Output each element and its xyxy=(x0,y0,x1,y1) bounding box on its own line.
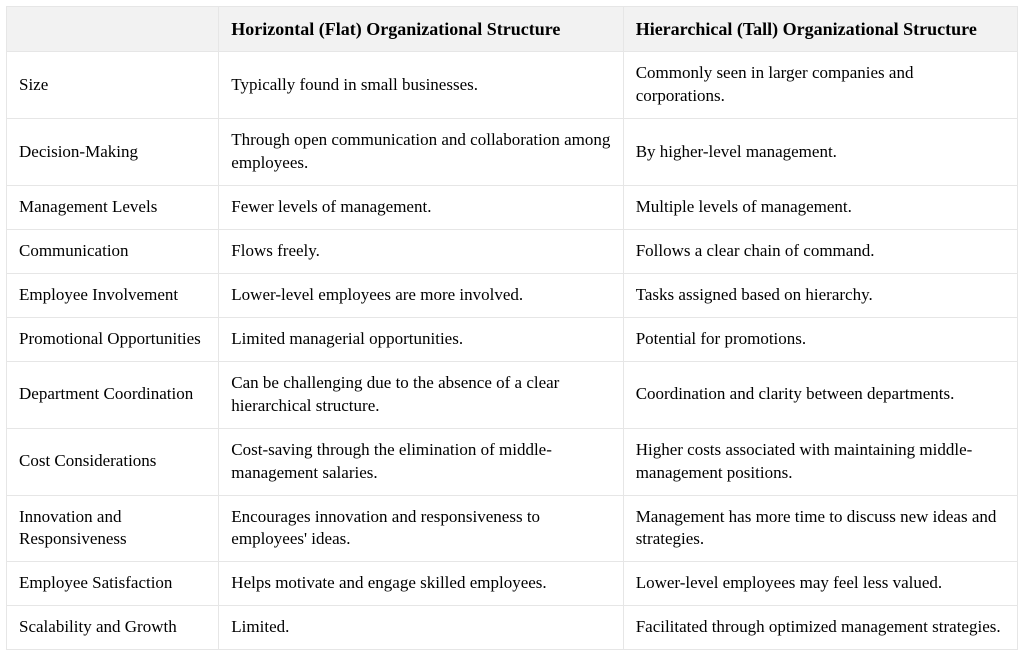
row-horizontal-value: Limited managerial opportunities. xyxy=(219,317,623,361)
row-hierarchical-value: By higher-level management. xyxy=(623,119,1017,186)
table-body: SizeTypically found in small businesses.… xyxy=(7,52,1018,650)
row-hierarchical-value: Potential for promotions. xyxy=(623,317,1017,361)
row-attribute: Employee Involvement xyxy=(7,273,219,317)
row-horizontal-value: Helps motivate and engage skilled employ… xyxy=(219,562,623,606)
row-hierarchical-value: Management has more time to discuss new … xyxy=(623,495,1017,562)
row-horizontal-value: Can be challenging due to the absence of… xyxy=(219,361,623,428)
row-horizontal-value: Limited. xyxy=(219,606,623,650)
row-hierarchical-value: Tasks assigned based on hierarchy. xyxy=(623,273,1017,317)
row-hierarchical-value: Facilitated through optimized management… xyxy=(623,606,1017,650)
table-row: CommunicationFlows freely.Follows a clea… xyxy=(7,229,1018,273)
comparison-table: Horizontal (Flat) Organizational Structu… xyxy=(6,6,1018,650)
table-row: SizeTypically found in small businesses.… xyxy=(7,52,1018,119)
row-horizontal-value: Through open communication and collabora… xyxy=(219,119,623,186)
row-attribute: Employee Satisfaction xyxy=(7,562,219,606)
row-attribute: Communication xyxy=(7,229,219,273)
table-row: Management LevelsFewer levels of managem… xyxy=(7,186,1018,230)
row-horizontal-value: Lower-level employees are more involved. xyxy=(219,273,623,317)
column-header-attribute xyxy=(7,7,219,52)
row-hierarchical-value: Multiple levels of management. xyxy=(623,186,1017,230)
table-header: Horizontal (Flat) Organizational Structu… xyxy=(7,7,1018,52)
row-hierarchical-value: Lower-level employees may feel less valu… xyxy=(623,562,1017,606)
column-header-hierarchical: Hierarchical (Tall) Organizational Struc… xyxy=(623,7,1017,52)
row-attribute: Management Levels xyxy=(7,186,219,230)
row-attribute: Innovation and Responsiveness xyxy=(7,495,219,562)
table-row: Department CoordinationCan be challengin… xyxy=(7,361,1018,428)
row-horizontal-value: Flows freely. xyxy=(219,229,623,273)
row-attribute: Decision-Making xyxy=(7,119,219,186)
table-row: Innovation and ResponsivenessEncourages … xyxy=(7,495,1018,562)
row-hierarchical-value: Higher costs associated with maintaining… xyxy=(623,428,1017,495)
table-row: Cost ConsiderationsCost-saving through t… xyxy=(7,428,1018,495)
table-row: Promotional OpportunitiesLimited manager… xyxy=(7,317,1018,361)
table-row: Employee InvolvementLower-level employee… xyxy=(7,273,1018,317)
row-horizontal-value: Encourages innovation and responsiveness… xyxy=(219,495,623,562)
row-attribute: Department Coordination xyxy=(7,361,219,428)
row-attribute: Promotional Opportunities xyxy=(7,317,219,361)
row-attribute: Size xyxy=(7,52,219,119)
row-hierarchical-value: Commonly seen in larger companies and co… xyxy=(623,52,1017,119)
table-header-row: Horizontal (Flat) Organizational Structu… xyxy=(7,7,1018,52)
table-row: Employee SatisfactionHelps motivate and … xyxy=(7,562,1018,606)
row-attribute: Cost Considerations xyxy=(7,428,219,495)
column-header-horizontal: Horizontal (Flat) Organizational Structu… xyxy=(219,7,623,52)
row-horizontal-value: Fewer levels of management. xyxy=(219,186,623,230)
row-hierarchical-value: Follows a clear chain of command. xyxy=(623,229,1017,273)
table-row: Decision-MakingThrough open communicatio… xyxy=(7,119,1018,186)
table-row: Scalability and GrowthLimited.Facilitate… xyxy=(7,606,1018,650)
row-horizontal-value: Typically found in small businesses. xyxy=(219,52,623,119)
row-attribute: Scalability and Growth xyxy=(7,606,219,650)
row-hierarchical-value: Coordination and clarity between departm… xyxy=(623,361,1017,428)
row-horizontal-value: Cost-saving through the elimination of m… xyxy=(219,428,623,495)
